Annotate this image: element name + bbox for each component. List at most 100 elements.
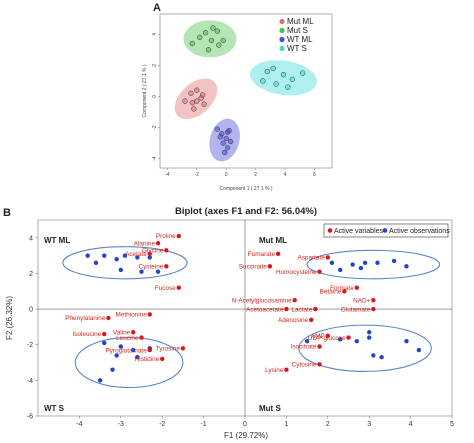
point-a-series-0-4	[188, 90, 194, 96]
observation-point-31	[379, 355, 384, 360]
ticks-a: -4 -2 0 2 4 6 -4 -2 0 2 4	[152, 33, 316, 178]
legend-a-marker-1	[279, 27, 285, 34]
observation-point-9	[93, 260, 99, 265]
point-a-series-2-3	[223, 135, 229, 142]
observation-point-21	[114, 353, 119, 358]
quadrant-label-br: Mut S	[259, 404, 281, 413]
observation-point-32	[404, 338, 409, 344]
observation-point-8	[155, 269, 161, 274]
quadrant-label-tl: WT ML	[44, 236, 70, 245]
x-tick-label-b-8: 4	[409, 421, 413, 428]
point-a-series-3-5	[273, 81, 279, 87]
legend-b-marker-observations	[382, 228, 388, 233]
chart-b-title: Biplot (axes F1 and F2: 56.04%)	[175, 206, 317, 217]
observation-point-2	[114, 257, 119, 262]
legend-a-marker-3	[279, 45, 285, 52]
variable-point-15	[267, 264, 273, 269]
variable-label-26: AMP	[311, 333, 325, 340]
legend-a-label-1: Mut S	[287, 26, 308, 35]
observation-point-5	[147, 255, 152, 260]
observation-point-6	[118, 267, 124, 273]
point-a-series-1-0	[197, 34, 203, 40]
point-a-series-3-6	[285, 84, 291, 90]
point-a-series-3-3	[289, 76, 295, 82]
observation-point-18	[102, 340, 107, 346]
point-a-series-2-0	[214, 126, 220, 132]
variable-point-18	[354, 285, 359, 290]
quadrant-label-bl: WT S	[44, 404, 65, 413]
observation-point-28	[354, 338, 359, 344]
variable-label-20: NAD+	[353, 297, 370, 304]
observation-point-34	[367, 330, 372, 335]
group-ellipse-b-0	[62, 246, 188, 280]
legend-b-marker-variables	[327, 228, 333, 233]
observation-point-29	[367, 335, 372, 340]
observation-point-7	[139, 269, 144, 274]
x-tick-label-a-0: -4	[165, 172, 170, 178]
variable-label-15: Succinate	[239, 264, 268, 271]
observation-point-33	[416, 347, 422, 353]
variable-label-28: Isocitrate	[291, 344, 317, 351]
point-a-series-1-7	[189, 40, 195, 47]
x-tick-label-b-9: 5	[450, 421, 454, 428]
observation-point-22	[135, 355, 140, 360]
y-tick-label-b-5: 4	[29, 235, 33, 242]
variable-point-5	[176, 285, 181, 290]
variable-label-11: Pyroglutamate	[106, 347, 148, 354]
observation-point-4	[135, 255, 140, 260]
variable-point-10	[139, 335, 144, 340]
y-tick-label-a-4: 4	[152, 33, 158, 36]
point-a-series-1-6	[220, 37, 226, 44]
point-a-series-1-3	[214, 28, 220, 34]
point-a-series-3-0	[260, 78, 266, 84]
variable-point-24	[313, 306, 318, 312]
observation-point-17	[404, 264, 409, 269]
variable-label-3: Acetate	[125, 251, 147, 258]
variable-label-25: Adenosine	[278, 317, 309, 324]
variable-point-13	[160, 356, 165, 362]
point-a-series-2-6	[224, 145, 231, 151]
variable-label-2: Glycine	[142, 247, 164, 254]
variable-point-11	[147, 347, 152, 353]
x-tick-label-b-6: 2	[326, 421, 330, 428]
x-tick-label-b-0: -4	[76, 421, 82, 428]
point-a-series-0-8	[191, 106, 197, 112]
variable-point-4	[164, 264, 169, 269]
point-a-series-1-4	[205, 47, 212, 53]
variable-point-25	[309, 317, 314, 322]
observation-point-20	[131, 347, 136, 353]
variable-label-16: Aspartate	[297, 255, 325, 262]
variable-label-29: Cytosine	[292, 362, 317, 369]
variable-label-19: Betaine	[320, 288, 342, 295]
variable-label-17: Homocysteine	[276, 269, 317, 276]
variable-point-21	[371, 306, 376, 312]
legend-a-marker-0	[279, 18, 285, 25]
variable-point-12	[180, 346, 186, 351]
x-axis-label-a: Component 1 ( 27.1 % )	[219, 186, 272, 192]
point-a-series-3-1	[270, 65, 276, 72]
y-tick-label-a-0: -4	[152, 156, 158, 161]
y-tick-label-a-2: 0	[152, 95, 158, 98]
variable-point-0	[176, 233, 181, 239]
variable-point-3	[147, 251, 152, 257]
variable-point-19	[342, 289, 347, 294]
variable-label-0: Proline	[156, 233, 176, 240]
variable-label-7: Phenylalanine	[65, 315, 106, 322]
observation-point-1	[102, 253, 107, 258]
y-axis-label-a: Component 2 ( 27.1 % )	[142, 64, 148, 117]
legend-a-label-2: WT ML	[287, 35, 313, 44]
x-tick-label-a-3: 2	[254, 172, 257, 178]
point-a-series-2-9	[217, 134, 223, 140]
point-a-series-0-7	[199, 92, 206, 98]
variable-point-8	[102, 331, 107, 337]
variable-label-30: Lysine	[265, 367, 284, 374]
variable-label-21: Glutamate	[341, 306, 371, 313]
group-ellipse-b-3	[298, 324, 432, 373]
observation-point-0	[85, 253, 90, 258]
y-tick-label-b-0: -6	[27, 414, 33, 421]
observation-point-10	[329, 260, 335, 265]
group-ellipse-b-2	[74, 337, 184, 389]
variable-point-30	[284, 367, 289, 372]
variable-label-1: Alanine	[134, 240, 156, 247]
observation-point-11	[350, 262, 355, 267]
